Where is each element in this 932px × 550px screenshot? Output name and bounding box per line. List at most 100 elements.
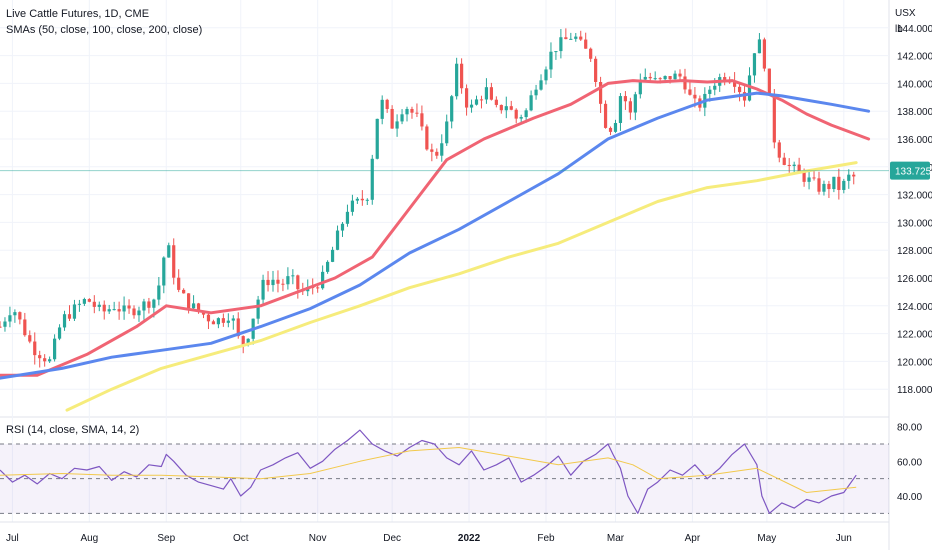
candle-body bbox=[77, 303, 82, 305]
candle-body bbox=[23, 319, 27, 336]
candle-body bbox=[28, 335, 32, 342]
time-tick-label: Jul bbox=[6, 533, 19, 544]
candle-body bbox=[395, 121, 399, 129]
candle-body bbox=[613, 122, 618, 132]
candle-body bbox=[529, 95, 533, 111]
candle-body bbox=[152, 299, 156, 308]
candle-body bbox=[822, 183, 826, 192]
candle-body bbox=[43, 358, 47, 362]
candle-body bbox=[430, 149, 434, 152]
price-tick-label: 142.000 bbox=[897, 52, 932, 63]
time-tick-label: Jun bbox=[836, 533, 852, 544]
price-series bbox=[0, 28, 856, 368]
sma-line-1 bbox=[0, 91, 871, 380]
candle-body bbox=[355, 198, 359, 201]
candle-body bbox=[688, 89, 692, 95]
candle-body bbox=[33, 341, 37, 356]
candle-body bbox=[519, 117, 523, 119]
candle-body bbox=[87, 299, 91, 302]
candle-body bbox=[847, 174, 851, 181]
candle-body bbox=[196, 303, 201, 312]
candle-body bbox=[499, 104, 503, 111]
candle-body bbox=[638, 79, 642, 95]
candle-body bbox=[276, 279, 280, 284]
candle-body bbox=[112, 309, 116, 311]
candle-body bbox=[474, 99, 479, 105]
candle-body bbox=[544, 69, 548, 81]
candle-body bbox=[484, 87, 489, 100]
candle-body bbox=[281, 283, 285, 285]
price-tick-label: 128.000 bbox=[897, 246, 932, 257]
candle-body bbox=[261, 279, 265, 300]
right-axis-panel[interactable] bbox=[889, 0, 932, 550]
candle-body bbox=[420, 113, 424, 127]
candle-body bbox=[524, 110, 528, 118]
time-tick-label: Feb bbox=[537, 533, 555, 544]
candle-body bbox=[92, 301, 96, 307]
last-price-tag: 133.725 bbox=[890, 161, 932, 180]
candle-body bbox=[226, 320, 230, 323]
candle-body bbox=[211, 321, 216, 325]
price-tick-label: 122.000 bbox=[897, 330, 932, 341]
candle-body bbox=[271, 279, 275, 286]
candle-body bbox=[335, 230, 340, 250]
candle-body bbox=[752, 53, 757, 76]
candle-body bbox=[673, 73, 677, 80]
candle-body bbox=[792, 164, 796, 167]
candle-body bbox=[440, 143, 444, 156]
candle-body bbox=[817, 178, 821, 192]
candle-body bbox=[425, 126, 429, 150]
candle-body bbox=[455, 63, 459, 97]
candle-body bbox=[390, 108, 394, 129]
candle-body bbox=[82, 299, 86, 304]
candle-body bbox=[623, 96, 628, 102]
price-tick-label: 124.000 bbox=[897, 302, 932, 313]
candle-body bbox=[708, 89, 712, 94]
rsi-tick-label: 80.00 bbox=[897, 423, 922, 434]
unit-label-lb: lb bbox=[895, 24, 903, 35]
candle-body bbox=[187, 293, 191, 309]
candle-body bbox=[405, 108, 409, 115]
candle-body bbox=[569, 38, 573, 40]
candle-body bbox=[117, 309, 121, 312]
candle-body bbox=[286, 276, 290, 285]
candle-body bbox=[147, 301, 151, 308]
candle-body bbox=[52, 338, 57, 360]
candle-body bbox=[172, 245, 176, 278]
candle-body bbox=[509, 106, 513, 110]
rsi-tick-label: 60.00 bbox=[897, 457, 922, 468]
candle-body bbox=[18, 312, 22, 320]
candle-body bbox=[325, 261, 330, 272]
time-tick-label: Dec bbox=[383, 533, 401, 544]
rsi-line-1 bbox=[0, 447, 857, 493]
price-tick-label: 118.000 bbox=[897, 385, 932, 396]
candle-body bbox=[291, 275, 295, 277]
candle-body bbox=[157, 285, 161, 300]
candle-body bbox=[72, 304, 77, 319]
candle-body bbox=[693, 94, 697, 99]
candle-body bbox=[345, 211, 350, 224]
candle-body bbox=[182, 289, 186, 294]
candle-body bbox=[663, 76, 667, 80]
sma-series bbox=[0, 79, 889, 412]
candle-body bbox=[469, 104, 474, 108]
rsi-axis: 40.00 60.00 80.00 bbox=[897, 423, 922, 503]
candle-body bbox=[410, 108, 414, 113]
candle-body bbox=[400, 114, 404, 122]
candle-body bbox=[330, 249, 335, 262]
candle-body bbox=[772, 94, 776, 143]
candle-body bbox=[167, 245, 171, 258]
candle-body bbox=[266, 279, 270, 286]
candle-body bbox=[559, 37, 563, 52]
price-tick-label: 140.000 bbox=[897, 79, 932, 90]
candle-body bbox=[350, 200, 355, 212]
candle-body bbox=[127, 305, 131, 309]
candle-body bbox=[678, 73, 682, 77]
price-tick-label: 144.000 bbox=[897, 24, 932, 35]
candle-body bbox=[757, 39, 762, 54]
candle-body bbox=[380, 99, 384, 119]
candle-body bbox=[812, 177, 816, 179]
candle-body bbox=[633, 94, 637, 113]
